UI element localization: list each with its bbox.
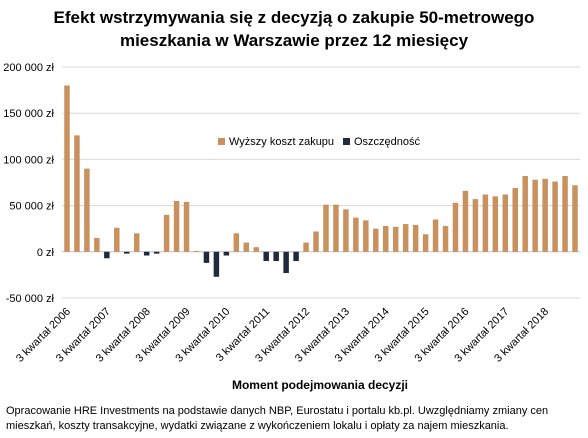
bar-higher-cost [412, 225, 419, 252]
bar-higher-cost [522, 176, 528, 252]
bar-higher-cost [333, 204, 339, 252]
bar-savings [153, 251, 160, 254]
bar-higher-cost [472, 199, 479, 252]
chart-title-line-2: mieszkania w Warszawie przez 12 miesięcy [119, 31, 469, 50]
bar-higher-cost [542, 178, 548, 252]
y-tick-label: 200 000 zł [3, 62, 54, 74]
legend: Wyższy koszt zakupu Oszczędność [218, 136, 421, 148]
bar-higher-cost [452, 202, 459, 252]
bar-savings [283, 251, 289, 274]
legend-swatch-savings [343, 138, 350, 145]
bar-higher-cost [243, 242, 250, 252]
bar-higher-cost [303, 242, 309, 252]
bar-higher-cost [133, 233, 140, 252]
bar-higher-cost [84, 168, 90, 252]
bar-higher-cost [373, 228, 379, 252]
bar-higher-cost [422, 234, 429, 252]
bar-savings [263, 251, 269, 262]
bar-higher-cost [94, 237, 100, 252]
bar-higher-cost [402, 224, 409, 252]
bar-savings [293, 251, 299, 262]
bar-savings [213, 251, 220, 277]
bar-higher-cost [482, 194, 489, 252]
y-tick-label: 0 zł [37, 247, 55, 259]
bar-higher-cost [562, 176, 568, 252]
bar-higher-cost [253, 247, 259, 252]
bar-savings [273, 251, 279, 262]
bar-higher-cost [462, 190, 469, 252]
legend-swatch-higher-cost [218, 138, 225, 145]
bars [64, 85, 578, 277]
bar-higher-cost [173, 200, 180, 252]
gridlines [62, 66, 580, 299]
bar-higher-cost [432, 219, 439, 252]
footnote: Opracowanie HRE Investments na podstawie… [6, 405, 549, 432]
y-tick-label: 50 000 zł [9, 201, 54, 213]
bar-savings [124, 251, 130, 254]
bar-higher-cost [64, 85, 70, 252]
bar-higher-cost [343, 209, 349, 252]
bar-higher-cost [163, 214, 170, 252]
bar-higher-cost [353, 217, 359, 252]
x-axis-title: Moment podejmowania decyzji [231, 378, 409, 392]
bar-higher-cost [323, 204, 329, 252]
bar-savings [143, 251, 150, 256]
y-tick-label: -50 000 zł [6, 293, 55, 305]
bar-higher-cost [532, 179, 538, 252]
bar-higher-cost [442, 225, 449, 252]
bar-higher-cost [502, 194, 509, 252]
bar-higher-cost [114, 227, 120, 252]
bar-higher-cost [233, 233, 240, 252]
legend-label-savings: Oszczędność [354, 136, 421, 148]
bar-higher-cost [74, 135, 80, 252]
y-tick-label: 100 000 zł [3, 154, 54, 166]
bar-higher-cost [383, 225, 389, 252]
chart-title-line-1: Efekt wstrzymywania się z decyzją o zaku… [53, 8, 535, 27]
bar-higher-cost [183, 201, 190, 252]
y-tick-label: 150 000 zł [3, 108, 54, 120]
bar-higher-cost [512, 188, 518, 252]
chart-title: Efekt wstrzymywania się z decyzją o zaku… [0, 6, 588, 52]
bar-higher-cost [492, 196, 499, 252]
bar-chart: 200 000 zł 150 000 zł 100 000 zł 50 000 zł 0… [3, 62, 580, 365]
bar-higher-cost [193, 250, 200, 252]
bar-higher-cost [363, 220, 369, 252]
legend-label-higher-cost: Wyższy koszt zakupu [229, 136, 334, 148]
bar-savings [223, 251, 230, 256]
bar-higher-cost [572, 185, 578, 252]
bar-higher-cost [552, 181, 558, 252]
bar-savings [203, 251, 210, 263]
bar-savings [104, 251, 110, 259]
y-axis-tick-labels: 200 000 zł 150 000 zł 100 000 zł 50 000 zł 0… [3, 62, 54, 305]
bar-higher-cost [392, 226, 399, 252]
bar-higher-cost [313, 231, 319, 252]
